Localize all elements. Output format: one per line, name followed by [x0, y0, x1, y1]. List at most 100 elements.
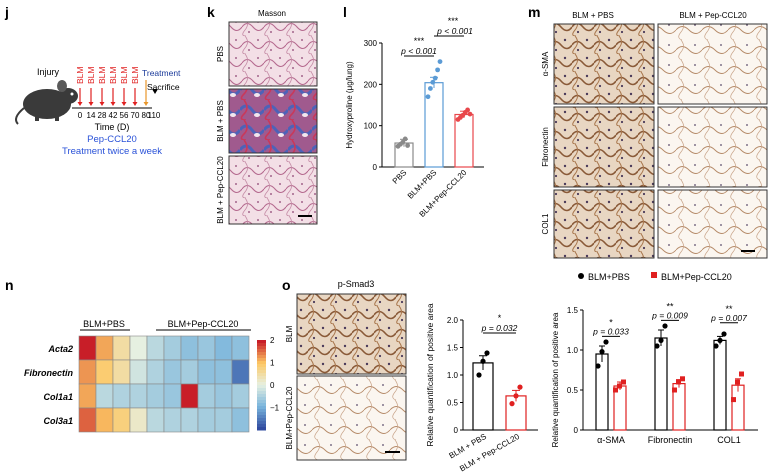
- blm-arrowhead: [110, 102, 116, 106]
- color-scale-segment: [257, 364, 266, 368]
- blm-label: BLM: [97, 67, 107, 84]
- sacrifice-arrow: [152, 89, 158, 94]
- heatmap-cell: [197, 407, 216, 433]
- color-scale-segment: [257, 403, 266, 407]
- heatmap-gene-label: Col3a1: [43, 416, 73, 426]
- heatmap-cell: [129, 359, 148, 385]
- p-data-point: [603, 339, 609, 345]
- l-sig-stars-1: ***: [414, 36, 425, 46]
- blm-arrowhead: [121, 102, 127, 106]
- m-row-asma: α-SMA: [541, 51, 550, 76]
- n-group-blm-pep: BLM+Pep-CCL20: [168, 319, 239, 329]
- heatmap-cell: [163, 335, 182, 361]
- l-y-axis-label: Hydroxyproline (μg/lung): [345, 61, 354, 149]
- color-scale-segment: [257, 415, 266, 419]
- p-x-tick-label: COL1: [717, 435, 741, 445]
- m-img-col1-blm: [553, 189, 655, 259]
- schedule-label: Treatment twice a week: [62, 146, 162, 157]
- heatmap-cell: [78, 383, 97, 409]
- blm-label: BLM: [108, 67, 118, 84]
- l-data-point: [400, 139, 406, 145]
- legend-blm-pep: BLM+Pep-CCL20: [661, 272, 732, 282]
- p-data-point: [731, 397, 736, 403]
- l-x-tick-label: PBS: [391, 168, 409, 186]
- heatmap-cell: [95, 383, 114, 409]
- color-scale-segment: [257, 421, 266, 425]
- heatmap-cell: [78, 407, 97, 433]
- panel-o-letter: o: [282, 277, 291, 293]
- color-scale-segment: [257, 394, 266, 398]
- color-scale-segment: [257, 379, 266, 383]
- heatmap-cell: [129, 383, 148, 409]
- panel-n-letter: n: [5, 277, 14, 293]
- l-data-point: [430, 79, 436, 85]
- color-scale-segment: [257, 418, 266, 422]
- time-axis-label: Time (D): [95, 122, 130, 132]
- heatmap-cell: [214, 359, 233, 385]
- color-scale-segment: [257, 358, 266, 362]
- heatmap-cell: [78, 335, 97, 361]
- color-scale-tick: 2: [270, 336, 275, 345]
- heatmap-cell: [180, 383, 199, 409]
- p-y-axis-label: Relative quantification of positive area: [551, 312, 560, 447]
- heatmap-gene-label: Col1a1: [43, 392, 73, 402]
- heatmap-cell: [129, 335, 148, 361]
- p-sig-p: p = 0.007: [710, 313, 747, 323]
- color-scale-segment: [257, 370, 266, 374]
- color-scale-tick: 1: [270, 359, 275, 368]
- p-sig-stars: **: [725, 304, 733, 314]
- k-row-blm-pbs: BLM + PBS: [216, 100, 225, 142]
- p-data-point: [739, 371, 744, 377]
- o-data-point: [484, 350, 490, 356]
- heatmap-cell: [197, 335, 216, 361]
- p-bar: [731, 384, 745, 431]
- color-scale-segment: [257, 409, 266, 413]
- heatmap-cell: [112, 359, 131, 385]
- l-data-point: [432, 75, 438, 81]
- o-x-tick-label: BLM + Pep-CCL20: [458, 432, 521, 472]
- heatmap-cell: [231, 383, 250, 409]
- m-row-fn: Fibronectin: [541, 127, 550, 167]
- l-sig-p-1: p < 0.001: [400, 46, 437, 56]
- m-img-fn-blm: [553, 106, 655, 188]
- p-data-point: [713, 343, 719, 349]
- p-data-point: [621, 379, 626, 385]
- heatmap-cell: [197, 383, 216, 409]
- sacrifice-label: Sacrifice: [147, 82, 180, 92]
- heatmap-cell: [214, 335, 233, 361]
- l-y-tick-label: 200: [364, 80, 378, 89]
- heatmap-cell: [180, 359, 199, 385]
- masson-title: Masson: [258, 9, 286, 18]
- m-img-col1-pep: [657, 189, 768, 259]
- heatmap-cell: [112, 407, 131, 433]
- blm-injection-markers: BLM 0 BLM 14 BLM 28 BLM 42 BLM 56 BLM 70 80: [75, 67, 151, 120]
- masson-image-blm-pep: [228, 155, 318, 225]
- l-data-point: [465, 107, 470, 113]
- heatmap-cell: [231, 335, 250, 361]
- p-data-point: [676, 379, 681, 385]
- drug-label: Pep-CCL20: [87, 134, 137, 145]
- blm-label: BLM: [119, 67, 129, 84]
- heatmap-cell: [197, 359, 216, 385]
- p-data-point: [595, 363, 601, 369]
- p-bar: [613, 385, 627, 431]
- o-img-blm: [296, 293, 407, 375]
- o-y-tick-label: 1.0: [447, 371, 459, 380]
- m-row-col1: COL1: [541, 213, 550, 234]
- heatmap-cell: [146, 383, 165, 409]
- l-data-point: [435, 67, 440, 73]
- m-img-fn-pep: [657, 106, 768, 188]
- panel-m-letter: m: [528, 4, 540, 20]
- p-x-tick-label: Fibronectin: [648, 435, 693, 445]
- legend-marker-blm-pbs: [578, 273, 584, 279]
- day-tick: 42: [109, 111, 118, 120]
- p-data-point: [672, 387, 677, 393]
- p-x-tick-label: α-SMA: [597, 435, 625, 445]
- p-data-point: [662, 323, 668, 329]
- m-img-asma-blm: [553, 23, 655, 105]
- color-scale-segment: [257, 367, 266, 371]
- psmad3-chart: 0 0.5 1.0 1.5 2.0 Relative quantification of …: [425, 303, 538, 472]
- o-data-point: [476, 372, 482, 378]
- color-scale-segment: [257, 376, 266, 380]
- m-img-asma-pep: [657, 23, 768, 105]
